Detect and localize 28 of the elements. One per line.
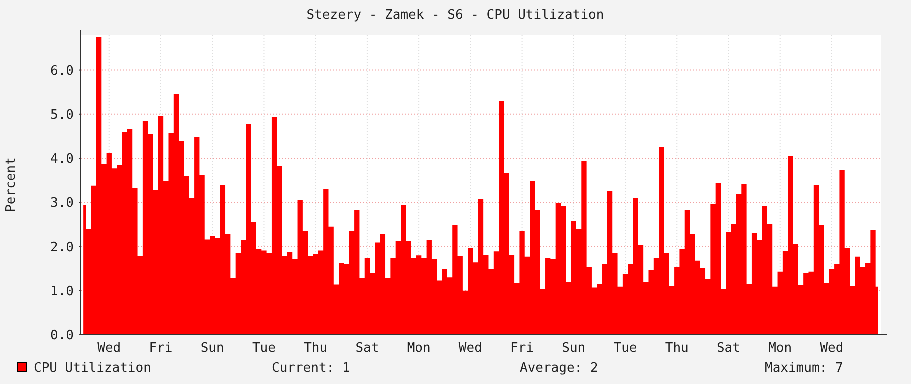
y-tick-label: 1.0 [50,284,74,300]
x-tick-label: Sat [356,341,380,356]
y-tick-label: 5.0 [50,108,74,123]
x-tick-label: Sun [562,341,586,356]
x-tick-label: Tue [614,341,638,356]
text: Maximum: 7 [765,361,844,376]
x-tick-label: Sun [200,341,224,356]
x-tick-label: Fri [149,341,173,356]
x-tick-label: Thu [304,341,328,356]
legend-label: CPU Utilization [34,361,152,376]
y-tick-label: 3.0 [50,196,74,212]
chart-title: Stezery - Zamek - S6 - CPU Utilization [306,8,604,23]
x-tick-label: Fri [510,341,534,356]
y-tick-label: 0.0 [50,328,74,344]
x-tick-label: Mon [407,341,431,356]
x-tick-label: Wed [820,341,844,356]
x-tick-label: Thu [665,341,689,356]
x-tick-label: Tue [252,341,276,356]
x-tick-label: Mon [768,341,792,356]
text: Current: 1 [272,361,350,376]
y-axis-title: Percent [4,158,19,212]
text: Average: 2 [520,361,598,376]
x-tick-label: Sat [717,341,740,356]
x-tick-label: Wed [98,341,122,356]
y-tick-label: 4.0 [50,152,74,168]
y-tick-label: 2.0 [50,240,74,256]
y-tick-label: 6.0 [50,64,74,79]
x-tick-label: Wed [458,341,482,356]
